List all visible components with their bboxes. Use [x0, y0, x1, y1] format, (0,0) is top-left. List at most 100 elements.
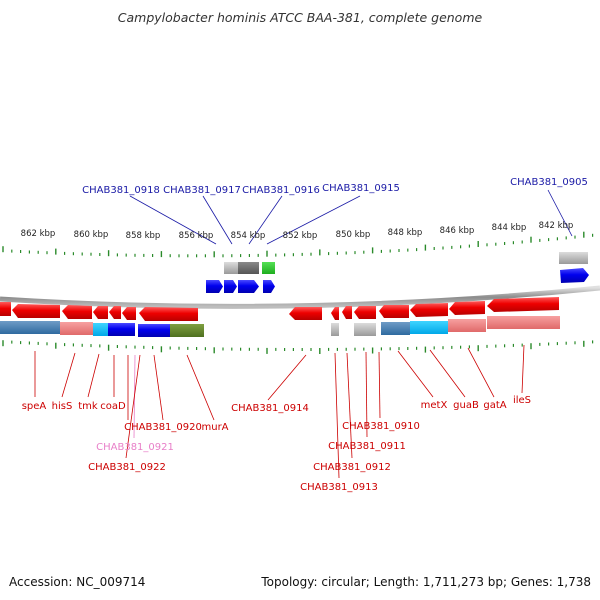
- cds-0915[interactable]: [263, 280, 275, 293]
- cds-tmk[interactable]: [62, 305, 92, 319]
- tick-label-850: 850 kbp: [336, 230, 371, 240]
- callout-line-0910: [378, 351, 381, 419]
- bottom-labels: speA hisS tmk coaD CHAB381_0920 CHAB381_…: [22, 395, 531, 493]
- genome-backbone: [0, 285, 600, 309]
- map-title: Campylobacter hominis ATCC BAA-381, comp…: [118, 10, 483, 25]
- top-callout-lines: [129, 189, 573, 245]
- gene-label-chab381-0911[interactable]: CHAB381_0911: [328, 441, 406, 452]
- callout-line-tmk: [87, 353, 100, 398]
- gene-band-9[interactable]: [381, 322, 410, 335]
- tick-label-848: 848 kbp: [388, 228, 423, 238]
- tick-label-852: 852 kbp: [283, 231, 318, 241]
- callout-line-0914: [267, 354, 307, 401]
- callout-line-murA-2: [186, 354, 215, 421]
- cds-coaD[interactable]: [93, 306, 108, 319]
- tick-label-858: 858 kbp: [126, 231, 161, 241]
- tick-label-846: 846 kbp: [440, 226, 475, 236]
- gene-band-7[interactable]: [331, 323, 339, 336]
- callout-line-0905: [547, 189, 573, 237]
- reverse-strand-genes: [0, 316, 560, 337]
- gene-label-chab381-0918[interactable]: CHAB381_0918: [82, 185, 160, 196]
- callout-line-guaB: [429, 349, 466, 398]
- lower-tick-ruler: [2, 340, 594, 354]
- callout-line-metX: [397, 350, 434, 398]
- top-labels: CHAB381_0918 CHAB381_0917 CHAB381_0916 C…: [82, 177, 588, 196]
- cds-0914[interactable]: [289, 307, 322, 320]
- gene-band-6[interactable]: [170, 324, 204, 337]
- gene-label-ileS[interactable]: ileS: [513, 395, 531, 406]
- feature-gene-0905[interactable]: [559, 252, 588, 264]
- callout-line-0917: [202, 195, 233, 245]
- gene-label-speA[interactable]: speA: [22, 401, 47, 412]
- feature-gene-0917[interactable]: [238, 262, 259, 274]
- cds-speA[interactable]: [0, 302, 11, 316]
- callout-line-0918: [129, 195, 217, 245]
- callout-line-0911: [365, 351, 368, 438]
- gene-label-chab381-0917[interactable]: CHAB381_0917: [163, 185, 241, 196]
- cds-0910[interactable]: [379, 305, 409, 318]
- feature-gene-0918[interactable]: [224, 262, 238, 274]
- tick-label-854: 854 kbp: [231, 231, 266, 241]
- gene-band-1[interactable]: [0, 321, 60, 334]
- gene-label-chab381-0922[interactable]: CHAB381_0922: [88, 462, 166, 473]
- gene-label-coaD[interactable]: coaD: [100, 401, 126, 412]
- callout-line-gatA: [467, 347, 495, 398]
- cds-0916[interactable]: [238, 280, 259, 293]
- cds-0911[interactable]: [354, 306, 376, 319]
- cds-murA[interactable]: [139, 307, 198, 321]
- tick-label-862: 862 kbp: [21, 229, 56, 239]
- cds-guaB[interactable]: [449, 301, 485, 315]
- tick-label-856: 856 kbp: [179, 231, 214, 241]
- cds-0905[interactable]: [560, 268, 589, 283]
- gene-label-chab381-0905[interactable]: CHAB381_0905: [510, 177, 588, 188]
- cds-0913[interactable]: [331, 307, 339, 320]
- gene-label-tmk[interactable]: tmk: [78, 401, 98, 412]
- gene-label-hisS[interactable]: hisS: [52, 401, 73, 412]
- callout-line-0922: [125, 354, 141, 459]
- gene-label-chab381-0910[interactable]: CHAB381_0910: [342, 421, 420, 432]
- gene-band-4[interactable]: [108, 323, 135, 336]
- callout-line-0913: [334, 352, 340, 479]
- gene-band-12[interactable]: [487, 316, 560, 329]
- gene-label-chab381-0916[interactable]: CHAB381_0916: [242, 185, 320, 196]
- tick-label-844: 844 kbp: [492, 223, 527, 233]
- reverse-strand-cds: [0, 297, 559, 321]
- cds-0917[interactable]: [224, 280, 237, 293]
- gene-label-guaB[interactable]: guaB: [453, 400, 479, 411]
- upper-tick-ruler: [2, 231, 594, 258]
- gene-label-metX[interactable]: metX: [421, 400, 448, 411]
- gene-label-murA[interactable]: murA: [201, 422, 228, 433]
- gene-band-5[interactable]: [138, 324, 170, 337]
- gene-label-chab381-0912[interactable]: CHAB381_0912: [313, 462, 391, 473]
- genome-summary-text: Topology: circular; Length: 1,711,273 bp…: [260, 575, 591, 589]
- callout-line-0916: [248, 195, 283, 245]
- gene-band-10[interactable]: [410, 321, 448, 334]
- gene-label-chab381-0915[interactable]: CHAB381_0915: [322, 183, 400, 194]
- gene-label-chab381-0921[interactable]: CHAB381_0921: [96, 442, 174, 453]
- gene-band-3[interactable]: [93, 323, 108, 336]
- cds-0922[interactable]: [109, 306, 121, 319]
- callout-line-murA: [153, 354, 164, 421]
- cds-hisS[interactable]: [12, 304, 60, 318]
- gene-label-chab381-0920[interactable]: CHAB381_0920: [124, 422, 202, 433]
- cds-ileS[interactable]: [487, 297, 559, 312]
- feature-gene-0916[interactable]: [262, 262, 275, 274]
- callout-line-hisS: [61, 352, 76, 398]
- tick-label-842: 842 kbp: [539, 221, 574, 231]
- cds-0918[interactable]: [206, 280, 223, 293]
- callout-line-0912: [346, 352, 353, 459]
- tick-label-860: 860 kbp: [74, 230, 109, 240]
- cds-0912[interactable]: [342, 306, 352, 319]
- gene-band-8[interactable]: [354, 323, 376, 336]
- callout-line-0915: [266, 195, 361, 245]
- cds-metX[interactable]: [410, 303, 448, 317]
- forward-strand-features: [206, 252, 589, 293]
- gene-band-2[interactable]: [60, 322, 93, 335]
- gene-label-chab381-0913[interactable]: CHAB381_0913: [300, 482, 378, 493]
- gene-band-11[interactable]: [448, 319, 486, 332]
- gene-label-gatA[interactable]: gatA: [483, 400, 506, 411]
- bottom-callout-lines: [34, 344, 525, 479]
- cds-0921[interactable]: [122, 307, 136, 320]
- gene-label-chab381-0914[interactable]: CHAB381_0914: [231, 403, 309, 414]
